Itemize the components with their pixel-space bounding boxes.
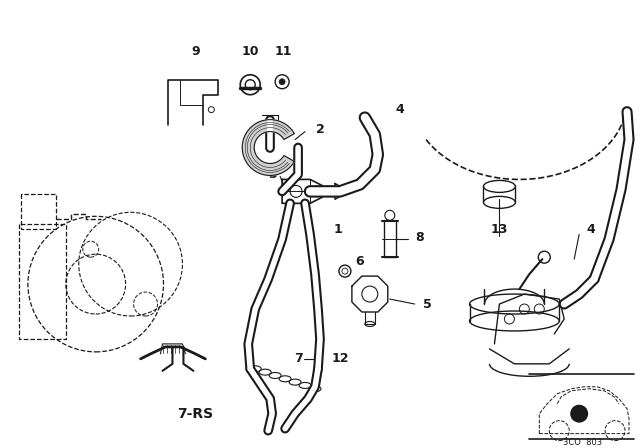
Text: 7-RS: 7-RS	[177, 407, 214, 421]
Circle shape	[570, 405, 588, 422]
Text: 11: 11	[275, 45, 292, 58]
Text: 1: 1	[333, 223, 342, 236]
Text: 10: 10	[241, 45, 259, 58]
Text: 12: 12	[331, 353, 349, 366]
Text: 3CO  803: 3CO 803	[563, 438, 602, 447]
Text: 3: 3	[268, 168, 276, 181]
Text: 8: 8	[415, 231, 424, 244]
Text: 5: 5	[423, 297, 432, 310]
Text: 2: 2	[316, 123, 324, 136]
Text: 7: 7	[294, 353, 303, 366]
Text: 13: 13	[491, 223, 508, 236]
Polygon shape	[243, 120, 294, 176]
Circle shape	[279, 79, 285, 85]
Text: 4: 4	[396, 103, 404, 116]
Text: 6: 6	[356, 254, 364, 267]
Text: 9: 9	[191, 45, 200, 58]
Text: 4: 4	[587, 223, 595, 236]
